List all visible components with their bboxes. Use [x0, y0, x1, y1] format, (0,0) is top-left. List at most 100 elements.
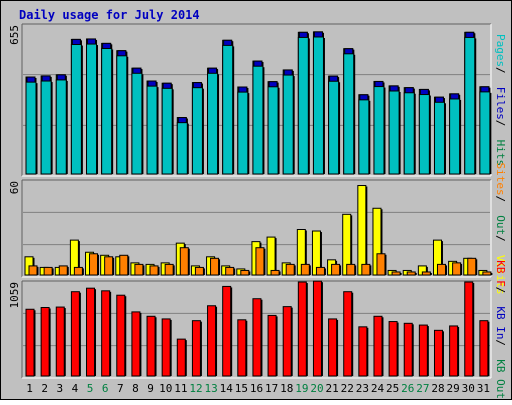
day-label: 16 — [250, 382, 263, 395]
kb-bar — [373, 315, 384, 377]
day-label: 27 — [416, 382, 429, 395]
sites-bar — [300, 263, 311, 276]
sites-bar — [210, 257, 221, 276]
kb-ymax-label: 1059 — [8, 282, 21, 309]
pages-bar — [55, 79, 68, 175]
sites-bar — [149, 265, 160, 276]
kb-bar — [297, 281, 308, 377]
kb-legend-item: KB In — [494, 306, 507, 339]
day-label: 7 — [117, 382, 124, 395]
pages-bar — [297, 36, 310, 175]
sites-bar — [73, 266, 84, 276]
hits-legend-item: Files — [494, 87, 507, 120]
kb-bar — [191, 320, 202, 377]
visits-legend-item: Sites — [494, 163, 507, 196]
sites-bar — [225, 266, 236, 276]
visits-legend: Sites / Out / Visits — [494, 163, 507, 295]
hits-legend-item: Hits — [494, 140, 507, 167]
sites-bar — [285, 263, 296, 276]
hits-legend-separator: / — [494, 120, 507, 127]
kb-bar — [70, 291, 81, 377]
sites-bar — [255, 247, 266, 276]
sites-bar — [391, 271, 402, 276]
day-label: 8 — [132, 382, 139, 395]
hits-legend: Pages / Files / Hits — [494, 34, 507, 166]
day-label: 30 — [462, 382, 475, 395]
sites-bar — [376, 253, 387, 276]
pages-bar — [343, 53, 356, 175]
kb-bar — [207, 305, 218, 377]
pages-bar — [418, 94, 431, 175]
sites-bar — [421, 271, 432, 276]
day-label: 26 — [401, 382, 414, 395]
day-label: 31 — [477, 382, 490, 395]
day-label: 15 — [235, 382, 248, 395]
sites-bar — [89, 253, 100, 276]
day-labels: 1 2 3 4 5 6 7 8 9 10 11 12 13 14 15 16 17 18 19 20 21 22 23 24 2… — [26, 382, 490, 395]
pages-bar — [403, 92, 416, 175]
hits-ymax-label: 655 — [8, 25, 21, 45]
day-label: 4 — [72, 382, 79, 395]
day-label: 5 — [87, 382, 94, 395]
sites-bar — [361, 263, 372, 276]
kb-bar — [146, 315, 157, 377]
day-label: 3 — [57, 382, 64, 395]
kb-legend-separator: / — [494, 287, 507, 294]
sites-bar — [240, 269, 251, 276]
day-label: 9 — [147, 382, 154, 395]
pages-bar — [146, 85, 159, 175]
pages-bar — [252, 65, 265, 175]
kb-bar — [222, 285, 233, 377]
kb-bar — [343, 291, 354, 377]
pages-bar — [237, 91, 250, 175]
visits-ymax-label: 60 — [8, 181, 21, 194]
sites-bar — [164, 263, 175, 276]
sites-bar — [179, 247, 190, 276]
kb-bar — [267, 314, 278, 377]
kb-bar — [131, 311, 142, 377]
sites-bar — [482, 271, 493, 276]
pages-bar — [388, 90, 401, 175]
day-label: 1 — [26, 382, 33, 395]
visits-legend-item: Out — [494, 215, 507, 235]
kb-bar — [388, 321, 399, 377]
kb-bar — [176, 338, 187, 377]
pages-bar — [131, 72, 144, 175]
pages-bar — [101, 47, 114, 175]
sites-bar — [467, 257, 478, 276]
pages-bar — [267, 86, 280, 175]
kb-legend-separator: / — [494, 339, 507, 346]
kb-bar — [328, 318, 339, 377]
pages-bar — [222, 44, 235, 175]
pages-bar — [86, 43, 99, 175]
day-label: 29 — [447, 382, 460, 395]
hits-legend-separator: / — [494, 67, 507, 74]
visits-legend-item: Visits — [494, 255, 507, 295]
day-label: 21 — [326, 382, 339, 395]
kb-legend: KB F / KB In / KB Out — [494, 260, 507, 399]
kb-bar — [479, 320, 490, 377]
sites-bar — [134, 263, 145, 276]
pages-bar — [70, 44, 83, 175]
pages-bar — [479, 91, 492, 175]
sites-bar — [43, 266, 54, 276]
pages-bar — [176, 122, 189, 175]
day-label: 22 — [341, 382, 354, 395]
day-label: 14 — [220, 382, 234, 395]
pages-bar — [25, 81, 38, 175]
pages-bar — [449, 98, 462, 175]
day-label: 17 — [265, 382, 278, 395]
visits-bar — [357, 185, 368, 276]
sites-bar — [28, 265, 39, 276]
pages-bar — [207, 72, 220, 175]
day-label: 2 — [41, 382, 48, 395]
pages-bar — [464, 36, 477, 175]
kb-bar — [464, 281, 475, 377]
pages-bar — [282, 74, 295, 175]
kb-bar — [282, 306, 293, 377]
kb-bar — [25, 308, 36, 377]
day-label: 12 — [189, 382, 202, 395]
sites-bar — [315, 266, 326, 276]
